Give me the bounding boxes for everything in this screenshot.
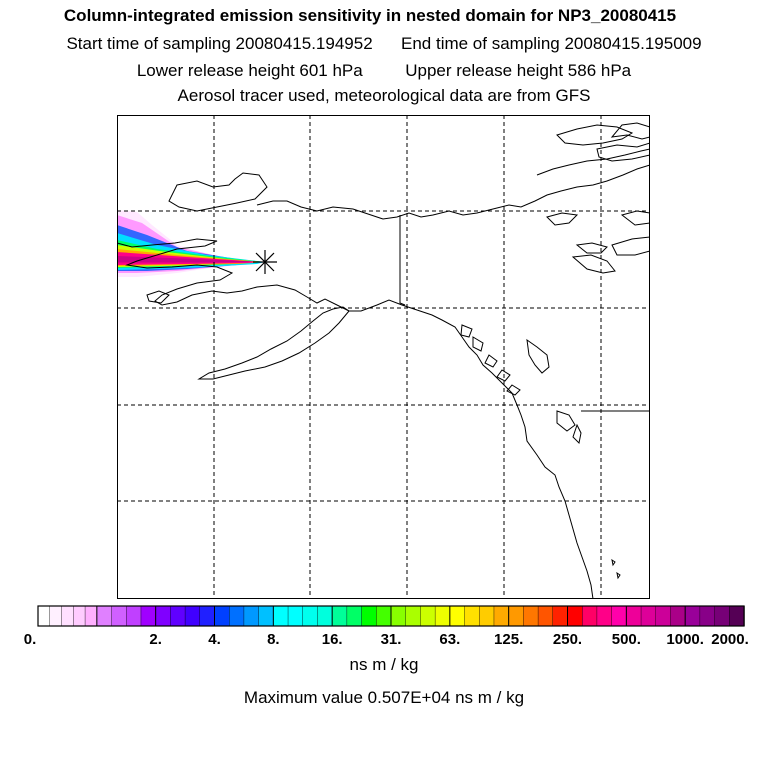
colorbar-swatch — [582, 605, 598, 627]
colorbar-swatch — [567, 605, 583, 627]
colorbar-tick-label: 31. — [380, 631, 402, 648]
colorbar-tick-label: 16. — [321, 631, 343, 648]
colorbar-frame — [37, 605, 745, 627]
colorbar-swatch — [390, 605, 407, 627]
colorbar-swatch — [317, 605, 333, 627]
start-time-label: Start time of sampling 20080415.194952 — [66, 34, 373, 53]
colorbar-swatch — [140, 605, 157, 627]
colorbar-swatch — [331, 605, 348, 627]
upper-height-label: Upper release height 586 hPa — [405, 61, 632, 80]
colorbar-swatch — [464, 605, 480, 627]
colorbar-swatch — [229, 605, 245, 627]
border-lines — [399, 215, 650, 412]
colorbar-tick-label: 4. — [208, 631, 221, 648]
colorbar-swatch — [640, 605, 657, 627]
colorbar — [37, 605, 745, 627]
colorbar-tick-label: 1000. — [666, 631, 704, 648]
colorbar-swatch — [170, 605, 186, 627]
colorbar-swatch — [155, 605, 172, 627]
colorbar-swatch — [479, 605, 495, 627]
asterisk-icon — [253, 250, 277, 274]
colorbar-swatch — [126, 605, 142, 627]
colorbar-swatch — [670, 605, 686, 627]
graticule — [117, 115, 650, 599]
colorbar-swatch — [96, 605, 113, 627]
colorbar-swatch — [699, 605, 716, 627]
colorbar-swatch — [626, 605, 642, 627]
colorbar-swatch — [184, 605, 201, 627]
colorbar-swatch — [258, 605, 275, 627]
colorbar-swatch — [273, 605, 289, 627]
colorbar-swatch — [376, 605, 392, 627]
colorbar-swatch — [493, 605, 510, 627]
colorbar-swatch — [449, 605, 466, 627]
plume-band — [117, 256, 265, 263]
map-title: Column-integrated emission sensitivity i… — [63, 6, 677, 25]
tracer-note: Aerosol tracer used, meteorological data… — [177, 86, 591, 105]
colorbar-swatch — [537, 605, 554, 627]
colorbar-swatch — [729, 605, 745, 627]
colorbar-swatch — [37, 605, 51, 627]
colorbar-swatch — [346, 605, 363, 627]
colorbar-swatch — [611, 605, 628, 627]
lower-height-label: Lower release height 601 hPa — [136, 61, 363, 80]
sampling-times: Start time of sampling 20080415.194952 E… — [0, 34, 768, 54]
colorbar-tick-label: 2. — [149, 631, 162, 648]
colorbar-tick-label: 500. — [611, 631, 641, 648]
colorbar-swatch — [596, 605, 613, 627]
colorbar-swatch — [243, 605, 260, 627]
emission-plume — [117, 210, 265, 277]
colorbar-swatch — [73, 605, 86, 627]
max-value-label: Maximum value 0.507E+04 ns m / kg — [243, 688, 525, 707]
colorbar-swatch — [714, 605, 730, 627]
colorbar-tick-label: 250. — [552, 631, 583, 648]
colorbar-swatch — [302, 605, 319, 627]
colorbar-tick-label: 125. — [494, 631, 524, 648]
colorbar-swatch — [361, 605, 377, 627]
colorbar-swatch — [199, 605, 216, 627]
colorbar-tick-label: 0. — [23, 631, 37, 648]
colorbar-swatch — [61, 605, 74, 627]
map-panel — [117, 115, 650, 599]
colorbar-swatch — [655, 605, 672, 627]
colorbar-unit: ns m / kg — [349, 655, 419, 674]
colorbar-swatch — [684, 605, 701, 627]
colorbar-swatch — [434, 605, 451, 627]
map-frame — [117, 115, 650, 599]
end-time-label: End time of sampling 20080415.195009 — [401, 34, 702, 53]
colorbar-tick-label: 8. — [267, 631, 280, 648]
colorbar-swatch — [508, 605, 525, 627]
release-heights: Lower release height 601 hPa Upper relea… — [0, 61, 768, 81]
colorbar-swatch — [111, 605, 127, 627]
colorbar-swatch — [420, 605, 436, 627]
colorbar-swatch — [49, 605, 63, 627]
colorbar-swatch — [214, 605, 230, 627]
colorbar-tick-label: 2000. — [711, 631, 749, 648]
colorbar-swatch — [523, 605, 539, 627]
colorbar-swatch — [287, 605, 304, 627]
colorbar-swatch — [84, 605, 98, 627]
colorbar-tick-label: 63. — [439, 631, 461, 648]
colorbar-swatch — [405, 605, 422, 627]
coastline — [117, 122, 650, 599]
colorbar-swatch — [552, 605, 569, 627]
